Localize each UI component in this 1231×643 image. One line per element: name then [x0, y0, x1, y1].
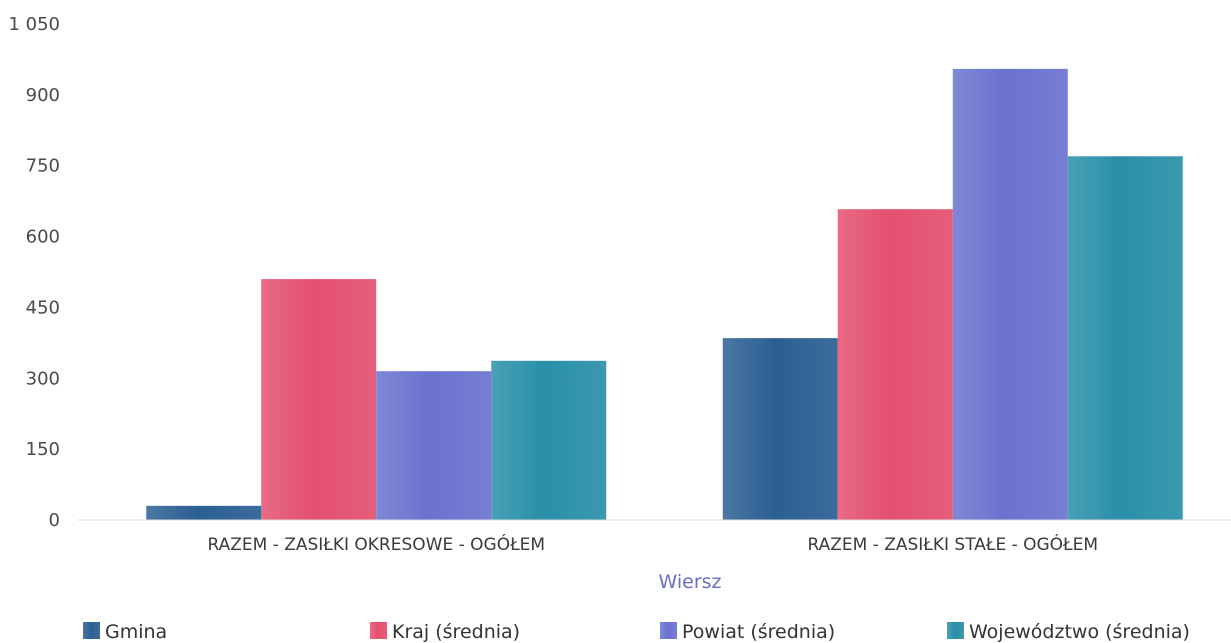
legend-item: Gmina	[83, 621, 167, 643]
category-labels: RAZEM - ZASIŁKI OKRESOWE - OGÓŁEM RAZEM -…	[207, 533, 1098, 555]
legend-item: Województwo (średnia)	[947, 621, 1190, 643]
bar-gmina	[146, 505, 262, 520]
legend-swatch	[370, 622, 387, 639]
bar-województwo	[491, 360, 607, 520]
bar-województwo	[1067, 156, 1183, 520]
y-tick-label: 300	[26, 368, 60, 389]
legend-label: Województwo (średnia)	[969, 621, 1190, 643]
y-tick-label: 900	[26, 85, 60, 106]
y-tick-label: 1 050	[8, 14, 60, 35]
legend-label: Kraj (średnia)	[392, 621, 520, 643]
legend-item: Powiat (średnia)	[660, 621, 835, 643]
y-tick-label: 600	[26, 227, 60, 248]
category-label: RAZEM - ZASIŁKI STAŁE - OGÓŁEM	[807, 533, 1098, 555]
legend: Gmina Kraj (średnia) Powiat (średnia) Wojew…	[83, 621, 1190, 643]
bars	[146, 68, 1183, 520]
bar-gmina	[722, 338, 838, 520]
y-tick-label: 450	[26, 297, 60, 318]
legend-swatch	[947, 622, 964, 639]
category-label: RAZEM - ZASIŁKI OKRESOWE - OGÓŁEM	[207, 533, 545, 555]
x-axis-title: Wiersz	[658, 571, 721, 593]
y-axis-ticks: 0 150 300 450 600 750 900 1 050	[8, 14, 60, 531]
bar-powiat	[952, 68, 1068, 520]
legend-item: Kraj (średnia)	[370, 621, 520, 643]
y-tick-label: 150	[26, 439, 60, 460]
bar-powiat	[376, 371, 492, 520]
bar-kraj	[261, 279, 377, 520]
bar-kraj	[837, 209, 953, 520]
legend-label: Gmina	[105, 621, 167, 643]
legend-swatch	[660, 622, 677, 639]
legend-label: Powiat (średnia)	[682, 621, 835, 643]
legend-swatch	[83, 622, 100, 639]
y-tick-label: 0	[49, 510, 60, 531]
y-tick-label: 750	[26, 156, 60, 177]
